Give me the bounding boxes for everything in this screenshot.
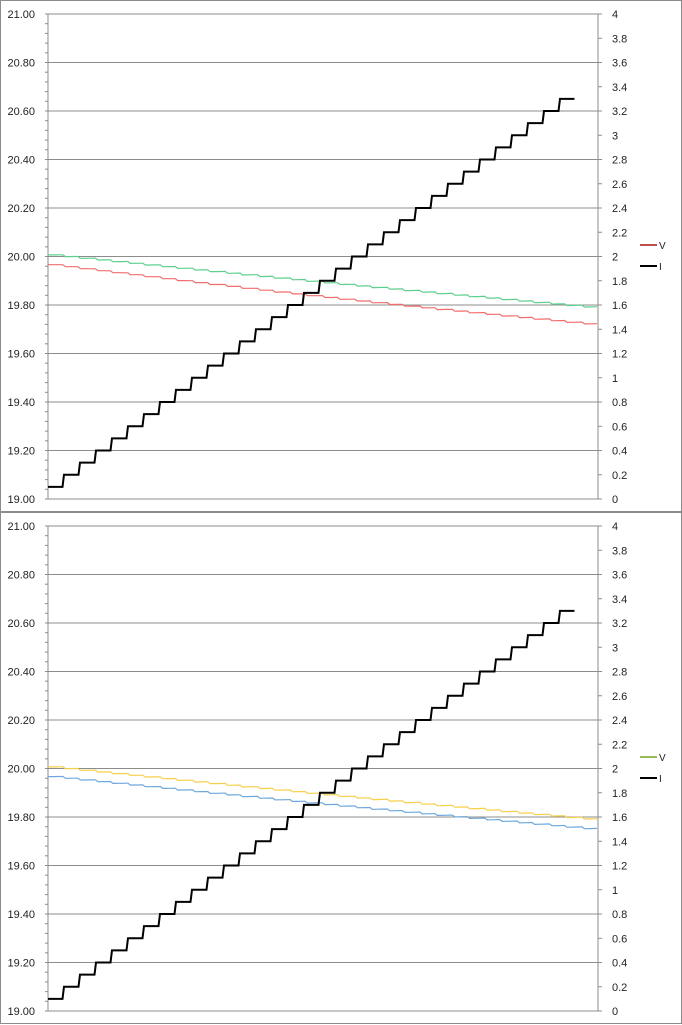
y-right-tick-label: 1.6 xyxy=(612,300,627,312)
y-right-tick-label: 2.8 xyxy=(612,155,627,167)
y-right-tick-label: 3.2 xyxy=(612,618,627,630)
y-left-tick-label: 20.40 xyxy=(7,667,35,679)
y-right-tick-label: 2 xyxy=(612,252,618,264)
y-left-tick-label: 20.80 xyxy=(7,570,35,582)
y-right-tick-label: 0.4 xyxy=(612,446,627,458)
y-right-tick-label: 3.4 xyxy=(612,594,627,606)
y-left-tick-label: 19.20 xyxy=(7,446,35,458)
y-right-tick-label: 3 xyxy=(612,642,618,654)
y-right-tick-label: 1 xyxy=(612,373,618,385)
y-right-tick-label: 3.8 xyxy=(612,545,627,557)
series-2-line xyxy=(48,97,575,488)
y-left-tick-label: 20.60 xyxy=(7,618,35,630)
y-left-tick-label: 20.00 xyxy=(7,764,35,776)
y-right-tick-label: 1.2 xyxy=(612,861,627,873)
y-left-tick-label: 20.60 xyxy=(7,106,35,118)
y-right-tick-label: 3.4 xyxy=(612,82,627,94)
chart-panel-bottom: 19.00 19.20 19.40 19.60 19.80 20.00 20.20 20.40… xyxy=(0,512,682,1024)
y-right-tick-label: 0.8 xyxy=(612,397,627,409)
series-2-line xyxy=(48,609,575,1000)
legend-label-V: V xyxy=(659,753,666,764)
y-left-tick-label: 20.20 xyxy=(7,715,35,727)
y-right-tick-label: 2.8 xyxy=(612,667,627,679)
chart-top: 19.0019.2019.4019.6019.8020.0020.2020.40… xyxy=(7,9,666,506)
y-right-tick-label: 0.2 xyxy=(612,470,627,482)
y-left-tick-label: 19.80 xyxy=(7,812,35,824)
chart-bottom: 19.0019.2019.4019.6019.8020.0020.2020.40… xyxy=(7,521,666,1018)
y-right-tick-label: 0.6 xyxy=(612,421,627,433)
y-left-tick-label: 20.20 xyxy=(7,203,35,215)
y-left-tick-label: 19.60 xyxy=(7,861,35,873)
y-right-tick-label: 3.2 xyxy=(612,106,627,118)
y-right-tick-label: 1 xyxy=(612,885,618,897)
y-right-tick-label: 0.4 xyxy=(612,958,627,970)
y-right-tick-label: 2.6 xyxy=(612,179,627,191)
y-right-tick-label: 3.8 xyxy=(612,33,627,45)
y-right-tick-label: 2.4 xyxy=(612,203,627,215)
chart-panel-top: 19.00 19.20 19.40 19.60 19.80 20.00 20.20 20.40… xyxy=(0,0,682,512)
y-right-tick-label: 1.6 xyxy=(612,812,627,824)
y-right-tick-label: 0.8 xyxy=(612,909,627,921)
y-left-tick-label: 19.40 xyxy=(7,397,35,409)
y-left-tick-label: 21.00 xyxy=(7,9,35,21)
y-right-tick-label: 0 xyxy=(612,1006,618,1018)
y-right-tick-label: 0.6 xyxy=(612,933,627,945)
y-right-tick-label: 1.4 xyxy=(612,324,627,336)
legend-label-V: V xyxy=(659,241,666,252)
y-left-tick-label: 20.80 xyxy=(7,58,35,70)
y-right-tick-label: 1.8 xyxy=(612,788,627,800)
y-right-tick-label: 2.6 xyxy=(612,691,627,703)
y-left-tick-label: 19.20 xyxy=(7,958,35,970)
y-right-tick-label: 3.6 xyxy=(612,570,627,582)
y-right-tick-label: 2 xyxy=(612,764,618,776)
y-left-tick-label: 20.40 xyxy=(7,155,35,167)
y-left-tick-label: 19.00 xyxy=(7,494,35,506)
y-left-tick-label: 19.00 xyxy=(7,1006,35,1018)
y-right-tick-label: 1.4 xyxy=(612,836,627,848)
y-right-tick-label: 0.2 xyxy=(612,982,627,994)
y-right-tick-label: 1.8 xyxy=(612,276,627,288)
y-right-tick-label: 1.2 xyxy=(612,349,627,361)
y-left-tick-label: 19.80 xyxy=(7,300,35,312)
y-right-tick-label: 0 xyxy=(612,494,618,506)
y-right-tick-label: 2.4 xyxy=(612,715,627,727)
y-right-tick-label: 2.2 xyxy=(612,227,627,239)
legend-label-I: I xyxy=(659,262,662,273)
series-1-line xyxy=(47,264,597,325)
y-left-tick-label: 19.60 xyxy=(7,349,35,361)
y-left-tick-label: 20.00 xyxy=(7,252,35,264)
y-right-tick-label: 4 xyxy=(612,9,618,21)
y-right-tick-label: 3.6 xyxy=(612,58,627,70)
y-right-tick-label: 2.2 xyxy=(612,739,627,751)
y-left-tick-label: 21.00 xyxy=(7,521,35,533)
series-1-line xyxy=(48,775,598,830)
y-right-tick-label: 4 xyxy=(612,521,618,533)
y-left-tick-label: 19.40 xyxy=(7,909,35,921)
y-right-tick-label: 3 xyxy=(612,130,618,142)
legend-label-I: I xyxy=(659,774,662,785)
